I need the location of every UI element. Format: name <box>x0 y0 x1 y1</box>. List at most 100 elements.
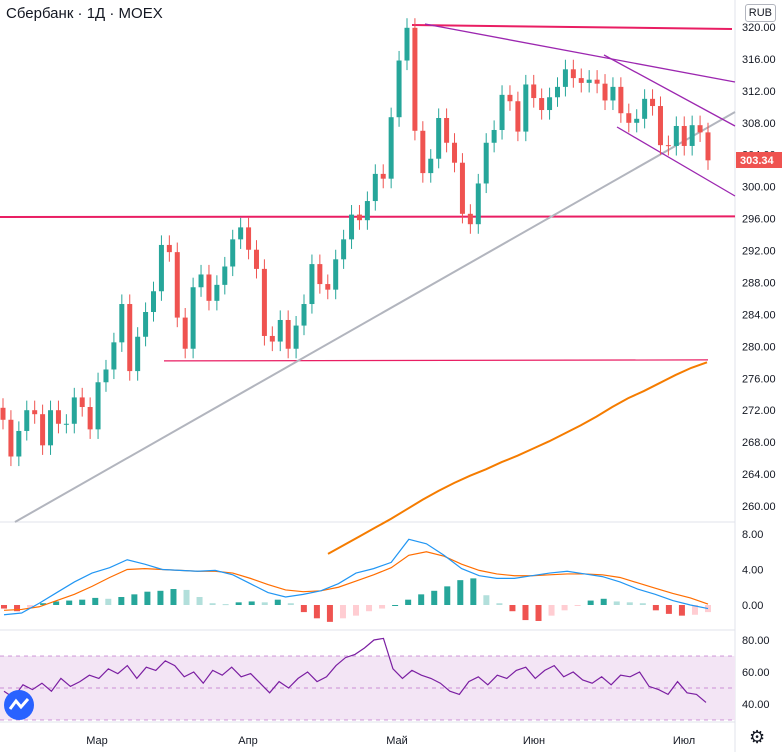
price-tick-label: 296.00 <box>742 214 776 226</box>
candle <box>32 410 38 415</box>
macd-histogram-bar <box>626 602 633 605</box>
candle <box>364 201 370 221</box>
candle <box>285 319 291 349</box>
candle <box>578 78 584 83</box>
resistance-line <box>411 24 733 30</box>
candle <box>626 113 632 123</box>
candle <box>452 142 458 163</box>
gear-icon[interactable]: ⚙ <box>749 727 766 747</box>
candle <box>166 244 172 253</box>
rsi-line <box>3 637 707 703</box>
macd-histogram-bar <box>405 599 412 605</box>
candle <box>705 132 711 161</box>
date-tick-label: Июл <box>673 735 695 747</box>
candle <box>238 227 244 240</box>
candle <box>515 101 521 132</box>
candle <box>95 382 101 430</box>
drawing-lines <box>0 23 736 523</box>
macd-histogram-bar <box>587 600 594 605</box>
candle <box>681 125 687 146</box>
price-tick-label: 276.00 <box>742 373 776 385</box>
candle <box>111 342 117 370</box>
macd-histogram-bar <box>431 590 438 605</box>
currency-button[interactable]: RUB <box>744 4 776 22</box>
macd-histogram-bar <box>92 597 99 605</box>
macd-histogram-bar <box>392 605 399 606</box>
macd-histogram-bar <box>548 605 555 616</box>
channel-lower-line <box>616 126 736 197</box>
candle <box>689 125 695 146</box>
symbol-title: Сбербанк · 1Д · MOEX <box>6 5 163 22</box>
candle <box>420 130 426 174</box>
candle <box>79 397 85 408</box>
macd-histogram-bar <box>470 578 477 605</box>
rsi-pane <box>3 637 707 703</box>
macd-histogram-bar <box>496 603 503 605</box>
rsi-tick-label: 40.00 <box>742 699 770 711</box>
macd-histogram-bar <box>287 603 294 605</box>
macd-histogram-bar <box>209 603 216 605</box>
candle <box>341 239 347 260</box>
rsi-tick-label: 60.00 <box>742 667 770 679</box>
candle <box>230 239 236 267</box>
macd-histogram-bar <box>157 590 164 605</box>
candle <box>103 369 109 383</box>
price-tick-label: 292.00 <box>742 246 776 258</box>
macd-histogram-bar <box>379 605 386 609</box>
candle <box>143 312 149 337</box>
candle <box>8 419 14 457</box>
macd-tick-label: 4.00 <box>742 565 763 577</box>
candle <box>48 410 54 446</box>
candle <box>459 162 465 214</box>
candle <box>63 423 69 425</box>
rsi-tick-label: 80.00 <box>742 635 770 647</box>
price-axis: 260.00 264.00 268.00 272.00 276.00 280.00 284.… <box>86 22 782 747</box>
macd-histogram-bar <box>170 589 177 605</box>
macd-histogram-bar <box>118 597 125 605</box>
candle <box>301 304 307 326</box>
candle <box>618 86 624 114</box>
candle <box>71 397 77 424</box>
candle <box>356 214 362 221</box>
macd-histogram-bar <box>366 605 373 612</box>
macd-histogram-bar <box>691 605 698 615</box>
price-tick-label: 260.00 <box>742 501 776 513</box>
candle <box>554 86 560 98</box>
macd-histogram-bar <box>14 605 21 612</box>
moving-average <box>327 361 708 555</box>
macd-histogram-bar <box>444 586 451 605</box>
channel-upper-line <box>424 23 736 83</box>
macd-histogram-bar <box>131 594 138 605</box>
macd-histogram-bar <box>300 605 307 613</box>
macd-histogram-bar <box>639 603 646 605</box>
price-tick-label: 268.00 <box>742 437 776 449</box>
chart-grid <box>0 0 736 752</box>
macd-histogram-bar <box>483 595 490 605</box>
channel-mid-line <box>603 54 736 127</box>
candle <box>40 414 46 446</box>
macd-histogram-bar <box>574 605 581 606</box>
price-tick-label: 288.00 <box>742 277 776 289</box>
price-tick-label: 284.00 <box>742 309 776 321</box>
candle <box>475 183 481 225</box>
price-tick-label: 272.00 <box>742 405 776 417</box>
price-tick-label: 320.00 <box>742 22 776 34</box>
candlestick-series <box>0 18 711 467</box>
macd-histogram-bar <box>248 601 255 605</box>
candle <box>372 173 378 202</box>
price-tick-label: 300.00 <box>742 182 776 194</box>
macd-histogram-bar <box>561 605 568 611</box>
macd-histogram-bar <box>66 600 73 605</box>
candle <box>665 145 671 147</box>
candle <box>444 118 450 143</box>
candle <box>190 287 196 349</box>
date-tick-label: Мар <box>86 735 108 747</box>
candle <box>412 27 418 131</box>
candle <box>428 158 434 174</box>
tradingview-logo-icon[interactable] <box>4 690 34 720</box>
candle <box>87 407 93 430</box>
macd-histogram-bar <box>509 605 516 612</box>
candle <box>261 268 267 336</box>
candle <box>483 142 489 184</box>
